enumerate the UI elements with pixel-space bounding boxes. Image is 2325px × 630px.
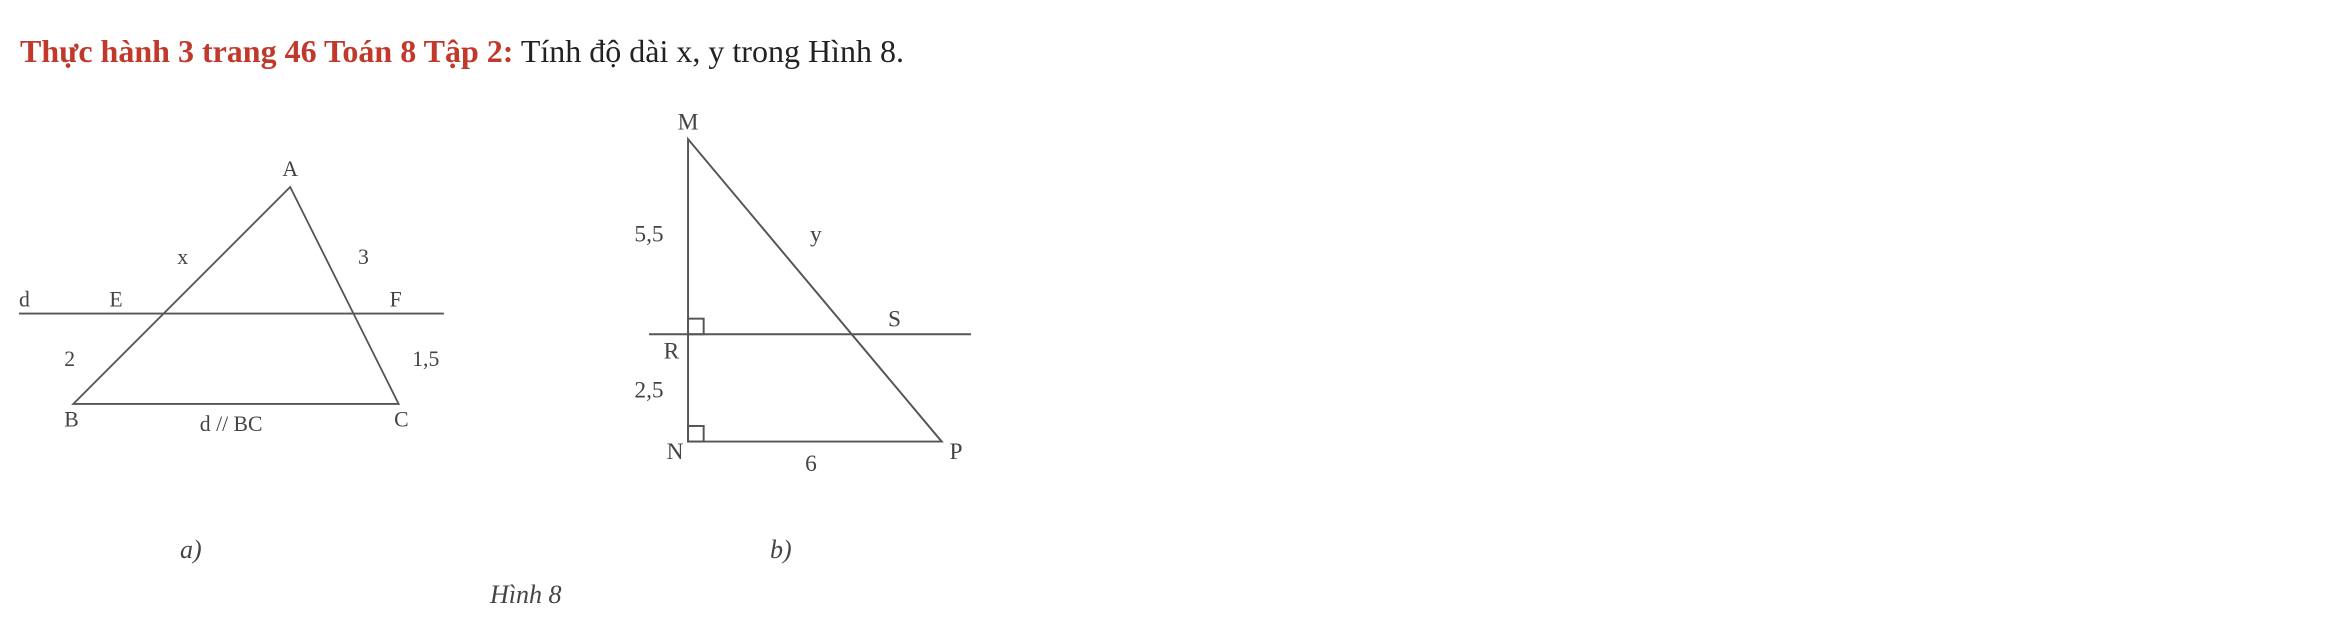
label-C: C — [394, 408, 408, 432]
figure-b-svg: M N P R S 5,5 y 2,5 6 — [610, 105, 1010, 505]
label-N: N — [667, 439, 684, 465]
label-B: B — [64, 408, 78, 432]
label-x: x — [177, 245, 188, 269]
label-3: 3 — [358, 245, 369, 269]
heading-lead: Thực hành 3 trang 46 Toán 8 Tập 2: — [20, 33, 513, 69]
page-root: Thực hành 3 trang 46 Toán 8 Tập 2: Tính … — [0, 0, 2325, 630]
figure-a-svg: A B C d E F x 3 2 1,5 d // BC — [10, 130, 480, 470]
label-y: y — [810, 222, 822, 248]
label-P: P — [950, 439, 963, 465]
caption-b: b) — [770, 535, 792, 565]
rightangle-N — [688, 426, 704, 442]
label-2: 2 — [64, 347, 75, 371]
problem-heading: Thực hành 3 trang 46 Toán 8 Tập 2: Tính … — [20, 32, 904, 70]
global-caption: Hình 8 — [490, 580, 562, 610]
figure-b-container: M N P R S 5,5 y 2,5 6 — [610, 105, 1010, 505]
label-1p5: 1,5 — [412, 347, 439, 371]
caption-a: a) — [180, 535, 202, 565]
heading-rest: Tính độ dài x, y trong Hình 8. — [513, 33, 904, 69]
label-5p5: 5,5 — [634, 222, 663, 248]
label-6: 6 — [805, 451, 817, 477]
label-parallel: d // BC — [200, 412, 263, 436]
label-d: d — [19, 287, 30, 311]
label-R: R — [664, 339, 680, 365]
label-S: S — [888, 306, 901, 332]
label-E: E — [109, 287, 122, 311]
label-A: A — [282, 157, 298, 181]
label-M: M — [678, 109, 699, 135]
label-F: F — [390, 287, 402, 311]
label-2p5: 2,5 — [634, 378, 663, 404]
triangle-mnp — [688, 139, 942, 441]
figure-a-container: A B C d E F x 3 2 1,5 d // BC — [10, 130, 480, 510]
rightangle-R — [688, 319, 704, 335]
